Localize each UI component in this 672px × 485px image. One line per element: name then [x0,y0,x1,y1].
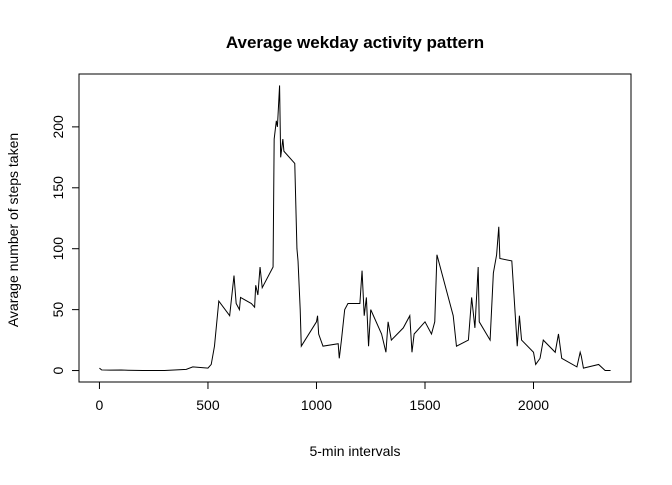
y-axis-label: Avarage number of steps taken [5,133,21,327]
y-tick-label: 200 [50,115,66,139]
y-tick-label: 100 [50,237,66,261]
x-tick-label: 500 [196,397,220,413]
y-tick-label: 50 [50,302,66,318]
x-axis-label: 5-min intervals [309,443,400,459]
plot-box [78,73,632,383]
x-tick-label: 0 [96,397,104,413]
chart-title: Average wekday activity pattern [226,33,484,52]
x-tick-label: 2000 [518,397,549,413]
y-tick-label: 0 [50,366,66,374]
line [99,85,611,372]
x-tick-label: 1000 [301,397,332,413]
y-tick-label: 150 [50,176,66,200]
x-tick-label: 1500 [409,397,440,413]
